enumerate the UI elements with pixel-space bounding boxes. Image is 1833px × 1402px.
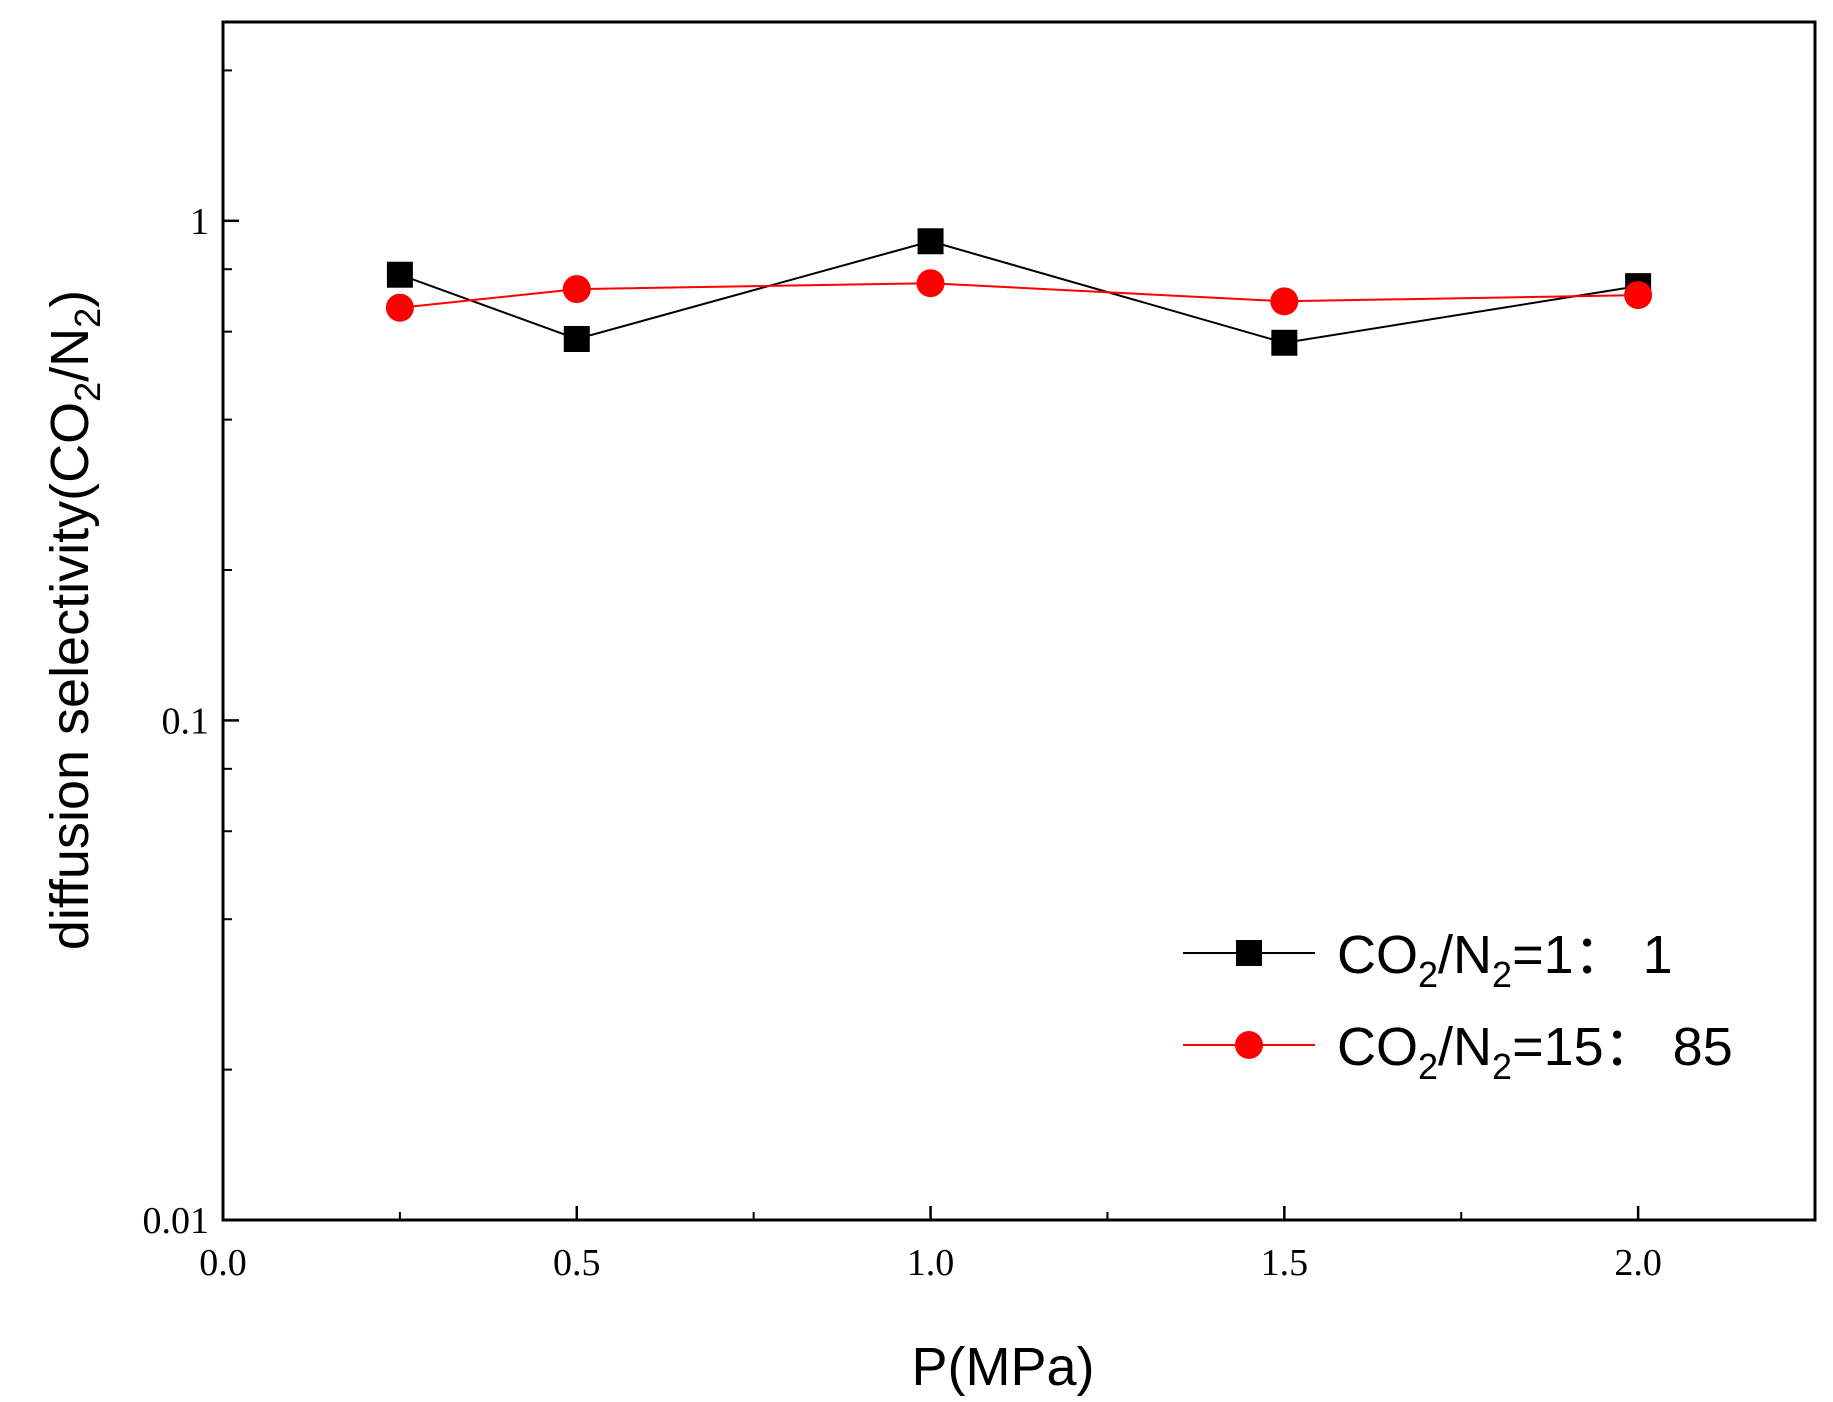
series-2-point: [385, 293, 414, 322]
y-tick-label: 1: [190, 201, 209, 243]
legend-circle-marker: [1235, 1031, 1263, 1059]
legend: CO2/N2=1： 1 CO2/N2=15： 85: [1183, 925, 1733, 1087]
x-tick-label: 0.5: [553, 1242, 601, 1284]
legend-entry-1: CO2/N2=1： 1: [1183, 925, 1673, 995]
y-tick-label: 0.1: [162, 700, 210, 742]
series-1-point: [917, 228, 944, 255]
legend-square-marker: [1236, 940, 1262, 966]
x-axis-title: P(MPa): [911, 1337, 1094, 1397]
series-2-point: [1624, 281, 1653, 310]
legend-entry-2: CO2/N2=15： 85: [1183, 1017, 1733, 1087]
ticks: 0.0 0.5 1.0 1.5 2.0 0.01 0.1 1: [143, 69, 1662, 1284]
series-group: [385, 228, 1653, 356]
series-2-point: [562, 275, 591, 304]
legend-label-1: CO2/N2=1： 1: [1337, 925, 1673, 995]
series-2-point: [916, 269, 945, 298]
x-tick-label: 0.0: [199, 1242, 247, 1284]
x-tick-label: 2.0: [1614, 1242, 1662, 1284]
series-1-point: [1271, 329, 1298, 356]
plot-frame: [221, 20, 1817, 1222]
series-1-point: [386, 261, 413, 288]
series-2-point: [1270, 287, 1299, 316]
x-tick-label: 1.5: [1261, 1242, 1309, 1284]
x-tick-label: 1.0: [907, 1242, 955, 1284]
y-tick-label: 0.01: [143, 1200, 210, 1242]
y-axis-title: diffusion selectivity(CO2/N2): [40, 290, 108, 950]
series-1-point: [563, 325, 590, 352]
legend-label-2: CO2/N2=15： 85: [1337, 1017, 1733, 1087]
